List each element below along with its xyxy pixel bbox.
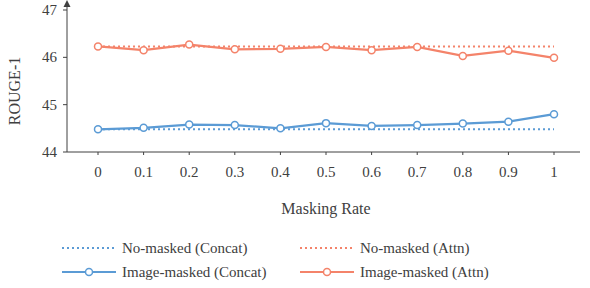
- series-point: [277, 125, 284, 132]
- series-point: [95, 126, 102, 133]
- series-point: [459, 52, 466, 59]
- series-point: [414, 122, 421, 129]
- series-point: [505, 118, 512, 125]
- y-tick: [63, 152, 67, 153]
- x-tick: [326, 152, 327, 155]
- series-line: [98, 128, 554, 130]
- series-point: [140, 47, 147, 54]
- x-tick-label: 0.1: [134, 164, 153, 180]
- x-tick: [462, 152, 463, 155]
- series-point: [505, 47, 512, 54]
- y-tick: [63, 104, 67, 105]
- y-tick: [63, 57, 67, 58]
- series-line: [98, 114, 554, 129]
- x-tick-label: 0.7: [408, 164, 427, 180]
- legend: No-masked (Concat) Image-masked (Concat) N…: [62, 240, 489, 281]
- series-point: [459, 120, 466, 127]
- x-tick: [234, 152, 235, 155]
- x-tick-label: 0.6: [362, 164, 381, 180]
- y-axis-title: ROUGE-1: [6, 57, 23, 125]
- x-tick: [189, 152, 190, 155]
- x-tick-label: 0.8: [453, 164, 472, 180]
- series-point: [323, 43, 330, 50]
- legend-marker: [324, 269, 331, 276]
- y-tick-label: 45: [42, 97, 57, 113]
- x-tick-label: 0.9: [499, 164, 518, 180]
- y-axis-arrowhead: [64, 0, 71, 7]
- legend-label: No-masked (Attn): [360, 240, 470, 257]
- x-tick: [508, 152, 509, 155]
- x-tick-label: 0.3: [225, 164, 244, 180]
- series-point: [551, 111, 558, 118]
- y-tick-label: 46: [42, 49, 58, 65]
- y-tick: [63, 10, 67, 11]
- x-tick: [371, 152, 372, 155]
- series-point: [186, 121, 193, 128]
- legend-label: No-masked (Concat): [122, 240, 247, 257]
- legend-swatch: [300, 247, 354, 249]
- x-tick: [280, 152, 281, 155]
- series-point: [551, 54, 558, 61]
- legend-label: Image-masked (Concat): [122, 264, 267, 281]
- series-point: [323, 120, 330, 127]
- plot-marks: [95, 41, 558, 133]
- legend-marker: [86, 269, 93, 276]
- legend-label: Image-masked (Attn): [360, 264, 489, 281]
- x-axis-title: Masking Rate: [281, 200, 370, 218]
- series-point: [231, 122, 238, 129]
- x-tick: [98, 152, 99, 155]
- x-tick-label: 0.2: [180, 164, 199, 180]
- x-tick-label: 0.4: [271, 164, 290, 180]
- x-tick: [554, 152, 555, 155]
- series-point: [277, 45, 284, 52]
- series-point: [368, 122, 375, 129]
- legend-swatch: [62, 247, 116, 249]
- series-point: [414, 43, 421, 50]
- x-tick-label: 0.5: [317, 164, 336, 180]
- series-point: [95, 43, 102, 50]
- series-point: [140, 124, 147, 131]
- x-tick: [143, 152, 144, 155]
- x-tick-label: 0: [94, 164, 102, 180]
- series-point: [231, 46, 238, 53]
- y-tick-label: 47: [42, 2, 58, 18]
- chart: 44 45 46 47 0 0.1 0.2 0.3 0.4 0.5 0.6 0.7 0.8 0.9 1 Mas…: [0, 0, 590, 288]
- x-tick-label: 1: [550, 164, 558, 180]
- y-axis-line: [67, 10, 68, 152]
- x-tick: [417, 152, 418, 155]
- y-tick-label: 44: [42, 144, 58, 160]
- series-point: [186, 41, 193, 48]
- series-point: [368, 47, 375, 54]
